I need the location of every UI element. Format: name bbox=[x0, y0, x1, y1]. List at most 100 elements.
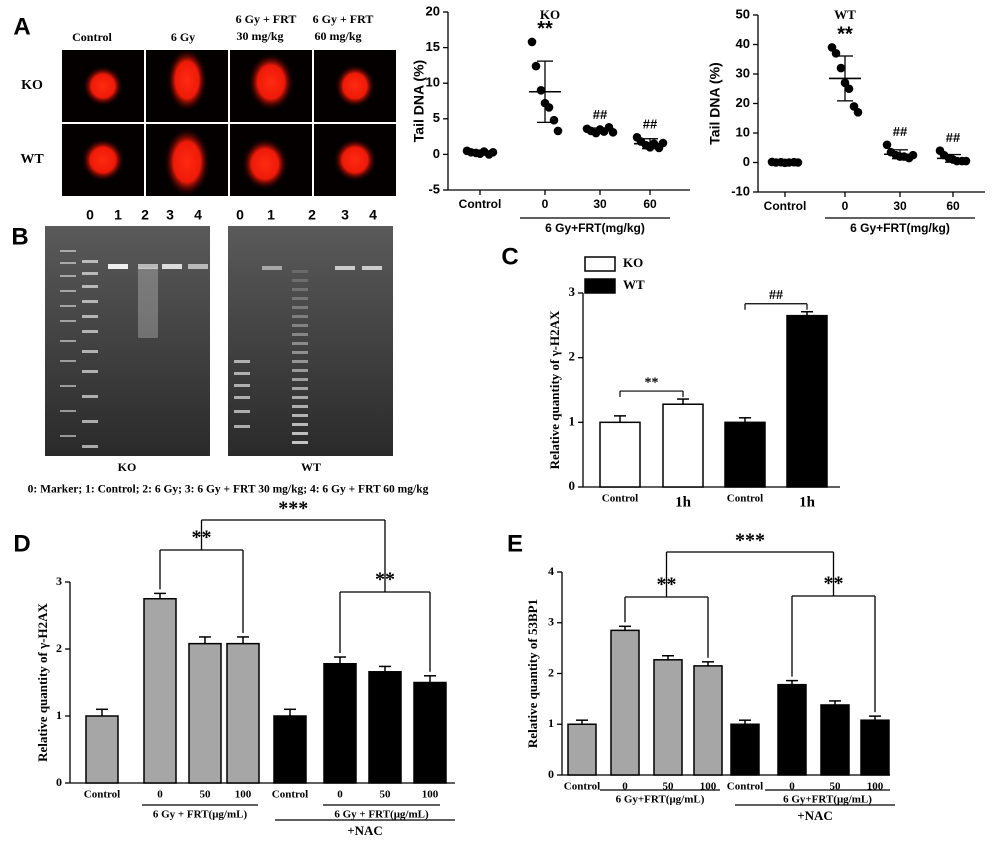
comet-head bbox=[248, 54, 294, 110]
x-tick-label: Control bbox=[564, 781, 600, 793]
gel-band bbox=[234, 396, 250, 399]
group-label: 6 Gy + FRT(μg/mL) bbox=[334, 809, 429, 821]
lane-label: 3 bbox=[341, 207, 349, 223]
data-point bbox=[608, 128, 618, 137]
gel-band bbox=[82, 260, 98, 263]
bar bbox=[226, 642, 260, 784]
comet-head bbox=[164, 128, 210, 196]
bar bbox=[820, 704, 850, 776]
data-point bbox=[908, 150, 918, 160]
y-tick-label: 20 bbox=[426, 3, 440, 18]
gel bbox=[228, 226, 393, 456]
panel-letter: D bbox=[13, 530, 30, 557]
group-label: 6 Gy+FRT(μg/mL) bbox=[616, 794, 705, 806]
lane-label: 3 bbox=[166, 207, 174, 223]
x-tick-label: 0 bbox=[622, 781, 628, 793]
gel-band bbox=[60, 262, 76, 264]
x-tick-label: Control bbox=[459, 197, 502, 211]
gel-band bbox=[82, 300, 98, 303]
gel-band bbox=[60, 305, 76, 307]
gel-band bbox=[82, 395, 98, 398]
gel-images bbox=[45, 226, 393, 456]
data-point bbox=[536, 86, 546, 95]
lane-label: 0 bbox=[86, 207, 94, 223]
x-tick-label: 30 bbox=[893, 199, 907, 213]
annotation: ** bbox=[837, 24, 853, 46]
comet-column-label: 60 mg/kg bbox=[314, 29, 361, 43]
y-tick-label: -5 bbox=[428, 181, 440, 196]
y-tick-label: -10 bbox=[731, 183, 750, 198]
lane-label: 1 bbox=[114, 207, 122, 223]
extra-label: +NAC bbox=[797, 808, 833, 823]
gel-band bbox=[82, 350, 98, 353]
panel-letter: A bbox=[13, 13, 30, 40]
group-label: 6 Gy+FRT(μg/mL) bbox=[783, 794, 872, 806]
bar bbox=[368, 671, 402, 784]
y-tick-label: 3 bbox=[56, 574, 62, 588]
gel-band bbox=[82, 330, 98, 333]
x-tick-label: 0 bbox=[789, 781, 795, 793]
x-tick-label: 100 bbox=[235, 789, 252, 801]
gel-band bbox=[292, 405, 308, 408]
gel-band bbox=[60, 410, 76, 412]
data-point bbox=[531, 61, 541, 71]
gel-band bbox=[82, 420, 98, 423]
gel-band bbox=[292, 270, 308, 273]
gel-smear bbox=[138, 268, 158, 338]
x-tick-label: 100 bbox=[700, 781, 717, 793]
x-tick-label: 50 bbox=[663, 781, 675, 793]
annotation: ## bbox=[643, 117, 658, 132]
annotation: *** bbox=[278, 498, 308, 520]
comet-column-label: Control bbox=[72, 30, 112, 44]
gel-label: KO bbox=[118, 460, 137, 474]
lane-label: 0 bbox=[236, 207, 244, 223]
y-tick-label: 0 bbox=[743, 154, 750, 169]
y-axis-label: Relative quantity of γ-H2AX bbox=[35, 602, 50, 761]
x-tick-label: 50 bbox=[830, 781, 842, 793]
annotation: ## bbox=[946, 130, 961, 145]
legend-label: WT bbox=[623, 277, 645, 292]
y-tick-label: 3 bbox=[569, 284, 576, 299]
data-point bbox=[844, 84, 854, 94]
gel-band bbox=[292, 441, 308, 444]
y-tick-label: 2 bbox=[56, 641, 62, 655]
comet-row-label: KO bbox=[21, 78, 43, 93]
comet-head bbox=[82, 139, 124, 181]
gel-band bbox=[292, 432, 308, 435]
bar bbox=[85, 715, 119, 784]
bar bbox=[273, 715, 307, 784]
y-axis-label: Relative quantity of 53BP1 bbox=[525, 599, 540, 748]
gel-band bbox=[60, 435, 76, 437]
gel-band bbox=[292, 387, 308, 390]
y-tick-label: 5 bbox=[433, 110, 440, 125]
y-axis-label: Tail DNA (%) bbox=[707, 62, 723, 144]
gel-band bbox=[60, 250, 76, 252]
y-tick-label: 4 bbox=[548, 564, 554, 578]
legend-swatch bbox=[584, 256, 616, 272]
gel-band bbox=[60, 290, 76, 292]
group-label: 6 Gy+FRT(mg/kg) bbox=[850, 221, 950, 235]
bar bbox=[188, 642, 222, 784]
annotation: ** bbox=[537, 18, 553, 40]
gel-band bbox=[60, 275, 76, 277]
x-tick-label: 0 bbox=[337, 789, 343, 801]
lane-label: 1 bbox=[267, 207, 275, 223]
x-tick-label: 100 bbox=[422, 789, 439, 801]
bar bbox=[693, 665, 723, 776]
data-point bbox=[527, 37, 537, 47]
y-axis-label: Relative quantity of γ-H2AX bbox=[547, 310, 562, 469]
gel-band bbox=[60, 340, 76, 342]
x-tick-label: Control bbox=[727, 493, 763, 505]
y-tick-label: 1 bbox=[569, 413, 576, 428]
gel-band bbox=[234, 410, 250, 413]
bar bbox=[777, 683, 807, 776]
gel-band bbox=[292, 279, 308, 282]
gel-band bbox=[82, 272, 98, 275]
y-tick-label: 0 bbox=[56, 775, 62, 789]
gel-band bbox=[234, 384, 250, 387]
gel-band bbox=[292, 306, 308, 309]
gel-band bbox=[292, 324, 308, 327]
gel-band bbox=[234, 360, 250, 363]
annotation: *** bbox=[735, 530, 765, 552]
y-tick-label: 10 bbox=[426, 75, 440, 90]
